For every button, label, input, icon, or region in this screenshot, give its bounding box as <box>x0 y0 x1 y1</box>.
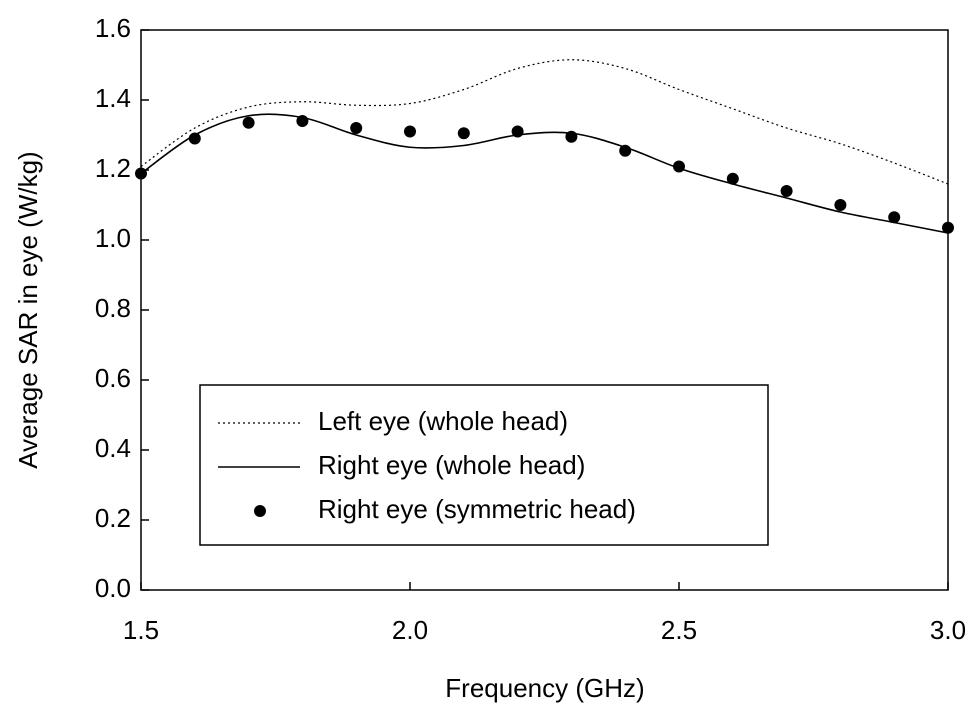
data-point <box>565 130 578 143</box>
data-point <box>726 172 739 185</box>
data-point <box>834 199 847 211</box>
data-point <box>780 185 793 197</box>
data-point <box>619 144 632 157</box>
legend-label: Left eye (whole head) <box>318 406 568 436</box>
legend-label: Right eye (symmetric head) <box>318 494 636 524</box>
data-point <box>296 115 309 127</box>
x-tick-label: 3.0 <box>930 615 966 645</box>
y-tick-label: 0.2 <box>95 503 131 533</box>
y-tick-label: 1.4 <box>95 83 131 113</box>
y-tick-label: 1.2 <box>95 153 131 183</box>
data-point <box>350 122 363 134</box>
y-tick-label: 0.4 <box>95 433 131 463</box>
data-point <box>511 125 524 138</box>
data-point <box>188 132 201 145</box>
legend-box <box>199 384 769 546</box>
legend-label: Right eye (whole head) <box>318 450 585 480</box>
x-tick-label: 2.0 <box>392 615 428 645</box>
data-point <box>673 160 685 173</box>
data-line <box>140 113 949 234</box>
y-tick-label: 1.0 <box>95 223 131 253</box>
x-tick-label: 1.5 <box>123 615 159 645</box>
data-point <box>242 116 255 129</box>
y-tick-label: 0.6 <box>95 363 131 393</box>
data-point <box>942 221 954 234</box>
legend-marker <box>254 505 266 517</box>
data-point <box>888 211 901 224</box>
data-point <box>457 127 470 140</box>
data-point <box>135 167 147 180</box>
data-point <box>404 125 416 138</box>
x-axis-label: Frequency (GHz) <box>445 673 644 703</box>
data-line <box>140 59 949 185</box>
y-tick-label: 0.8 <box>95 293 131 323</box>
y-tick-label: 1.6 <box>95 13 131 43</box>
y-tick-label: 0.0 <box>95 573 131 603</box>
y-axis-label: Average SAR in eye (W/kg) <box>13 151 43 468</box>
x-tick-label: 2.5 <box>661 615 697 645</box>
